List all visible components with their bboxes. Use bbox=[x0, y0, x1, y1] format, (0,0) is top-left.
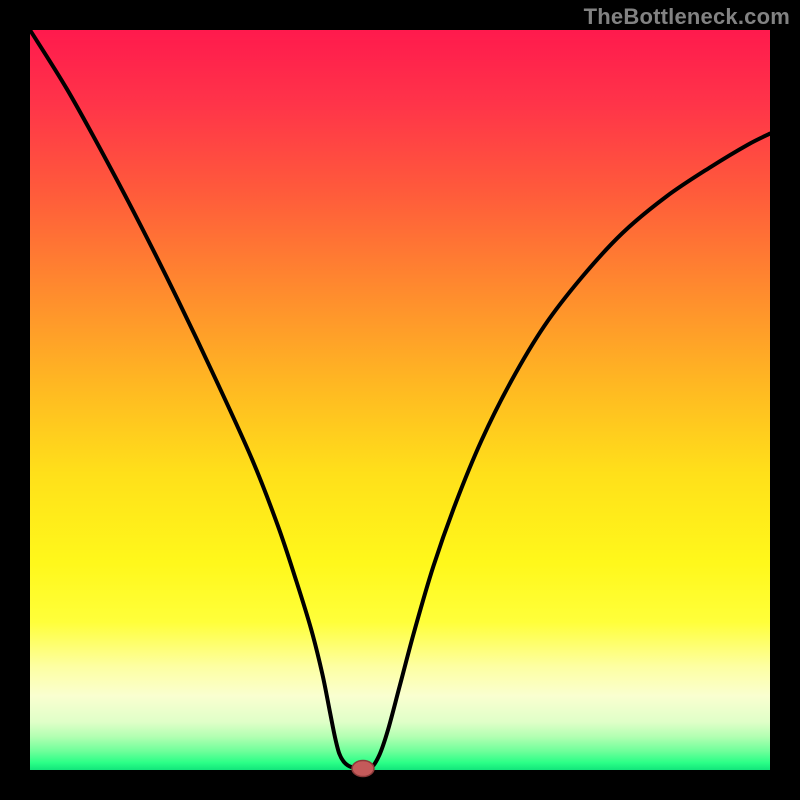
chart-container: TheBottleneck.com bbox=[0, 0, 800, 800]
valley-marker bbox=[352, 761, 374, 777]
bottleneck-chart bbox=[0, 0, 800, 800]
plot-gradient bbox=[30, 30, 770, 770]
